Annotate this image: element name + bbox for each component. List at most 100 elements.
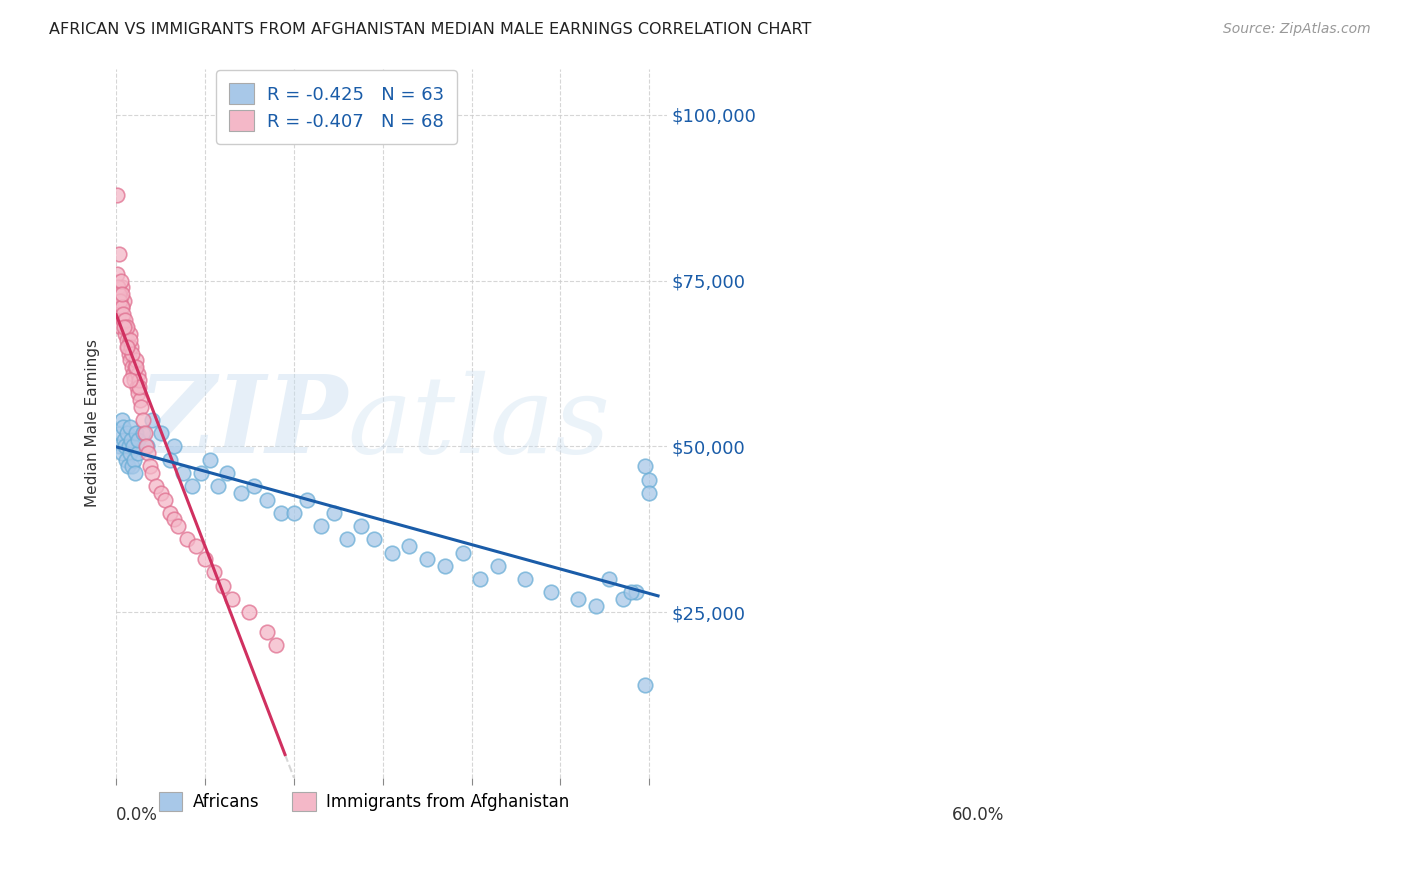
- Point: [110, 300, 132, 314]
- Point: [141, 413, 163, 427]
- Legend: Africans, Immigrants from Afghanistan: Africans, Immigrants from Afghanistan: [150, 783, 578, 820]
- Point: [598, 572, 620, 586]
- Point: [256, 625, 278, 640]
- Point: [127, 446, 149, 460]
- Point: [107, 280, 129, 294]
- Point: [190, 466, 212, 480]
- Point: [297, 492, 319, 507]
- Point: [108, 293, 131, 308]
- Point: [114, 313, 136, 327]
- Point: [108, 287, 131, 301]
- Point: [540, 585, 562, 599]
- Point: [128, 380, 150, 394]
- Point: [114, 326, 136, 341]
- Point: [121, 346, 143, 360]
- Point: [243, 479, 266, 493]
- Point: [149, 426, 172, 441]
- Point: [221, 591, 243, 606]
- Point: [110, 426, 132, 441]
- Point: [264, 639, 287, 653]
- Point: [207, 479, 229, 493]
- Point: [118, 346, 141, 360]
- Text: AFRICAN VS IMMIGRANTS FROM AFGHANISTAN MEDIAN MALE EARNINGS CORRELATION CHART: AFRICAN VS IMMIGRANTS FROM AFGHANISTAN M…: [49, 22, 811, 37]
- Point: [122, 373, 145, 387]
- Point: [112, 313, 135, 327]
- Point: [120, 373, 142, 387]
- Point: [108, 307, 131, 321]
- Point: [135, 440, 157, 454]
- Point: [127, 433, 149, 447]
- Point: [112, 293, 135, 308]
- Point: [118, 326, 141, 341]
- Point: [115, 320, 138, 334]
- Point: [118, 334, 141, 348]
- Point: [122, 367, 145, 381]
- Point: [309, 519, 332, 533]
- Point: [124, 359, 146, 374]
- Point: [112, 320, 135, 334]
- Point: [136, 446, 159, 460]
- Text: Source: ZipAtlas.com: Source: ZipAtlas.com: [1223, 22, 1371, 37]
- Point: [105, 300, 128, 314]
- Point: [108, 440, 131, 454]
- Point: [198, 452, 221, 467]
- Point: [120, 433, 142, 447]
- Point: [132, 413, 155, 427]
- Point: [117, 459, 139, 474]
- Point: [211, 579, 233, 593]
- Point: [167, 519, 190, 533]
- Point: [638, 486, 661, 500]
- Text: 0.0%: 0.0%: [117, 806, 157, 824]
- Point: [112, 307, 135, 321]
- Point: [180, 479, 202, 493]
- Point: [118, 440, 141, 454]
- Point: [513, 572, 536, 586]
- Point: [363, 533, 385, 547]
- Point: [585, 599, 607, 613]
- Text: atlas: atlas: [347, 371, 610, 476]
- Point: [163, 512, 186, 526]
- Point: [124, 466, 146, 480]
- Point: [125, 359, 148, 374]
- Point: [122, 452, 145, 467]
- Point: [194, 552, 217, 566]
- Point: [451, 545, 474, 559]
- Point: [145, 479, 167, 493]
- Point: [117, 340, 139, 354]
- Point: [115, 340, 138, 354]
- Point: [114, 440, 136, 454]
- Point: [111, 300, 134, 314]
- Point: [115, 452, 138, 467]
- Point: [122, 440, 145, 454]
- Point: [121, 459, 143, 474]
- Point: [159, 506, 181, 520]
- Point: [283, 506, 305, 520]
- Point: [121, 359, 143, 374]
- Point: [172, 466, 194, 480]
- Point: [638, 473, 661, 487]
- Point: [134, 426, 156, 441]
- Point: [149, 486, 172, 500]
- Point: [163, 440, 186, 454]
- Point: [612, 591, 634, 606]
- Point: [127, 386, 149, 401]
- Text: ZIP: ZIP: [136, 370, 347, 476]
- Point: [115, 320, 138, 334]
- Point: [217, 466, 239, 480]
- Point: [129, 392, 152, 407]
- Point: [127, 367, 149, 381]
- Y-axis label: Median Male Earnings: Median Male Earnings: [86, 339, 100, 508]
- Point: [176, 533, 198, 547]
- Point: [108, 247, 131, 261]
- Point: [111, 446, 134, 460]
- Point: [110, 274, 132, 288]
- Point: [125, 426, 148, 441]
- Point: [238, 605, 260, 619]
- Point: [115, 334, 138, 348]
- Point: [141, 466, 163, 480]
- Point: [486, 558, 509, 573]
- Point: [470, 572, 492, 586]
- Point: [416, 552, 439, 566]
- Point: [111, 287, 134, 301]
- Point: [125, 353, 148, 368]
